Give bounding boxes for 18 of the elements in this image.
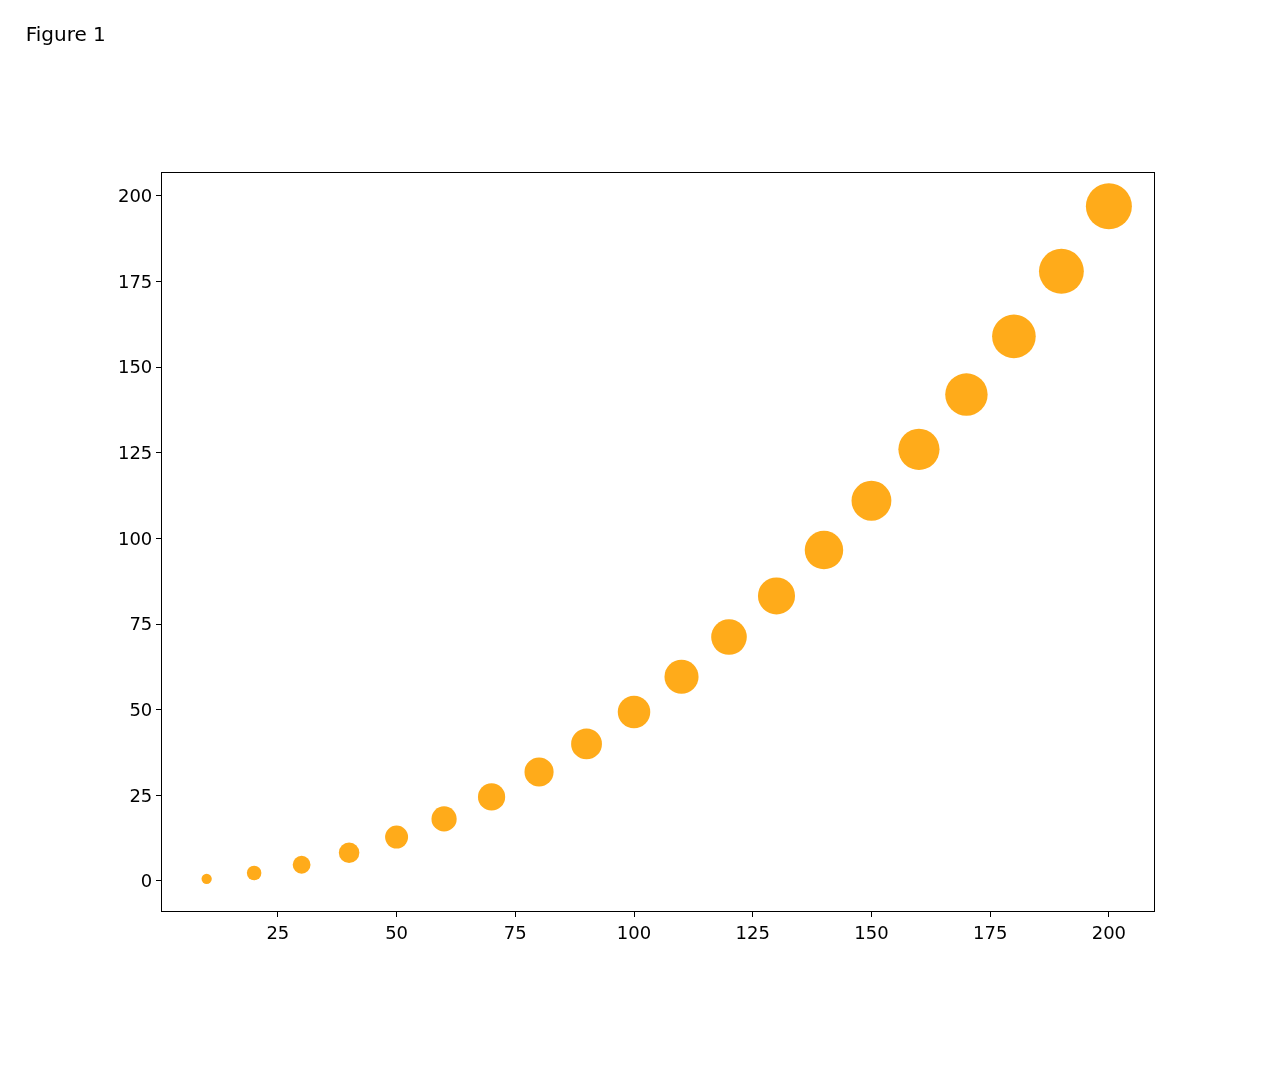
chart-title: Figure 1 [25, 22, 106, 47]
x-tick-label: 200 [1091, 921, 1127, 943]
x-tick-label: 125 [735, 921, 770, 943]
y-tick-label: 175 [117, 270, 153, 292]
y-tick-label: 125 [117, 442, 153, 464]
y-tick-label: 150 [117, 356, 153, 378]
x-tick-label: 175 [972, 921, 1008, 943]
y-tick-label: 50 [129, 698, 153, 720]
y-tick-label: 25 [129, 784, 153, 806]
y-tick-label: 75 [129, 613, 153, 635]
x-tick-label: 100 [616, 921, 652, 943]
y-tick-label: 100 [117, 527, 153, 549]
x-tick-label: 25 [266, 921, 290, 943]
y-tick-label: 0 [140, 870, 153, 892]
x-tick-label: 50 [385, 921, 409, 943]
x-tick-label: 75 [503, 921, 527, 943]
x-tick-label: 150 [854, 921, 889, 943]
y-tick-label: 200 [117, 185, 153, 207]
